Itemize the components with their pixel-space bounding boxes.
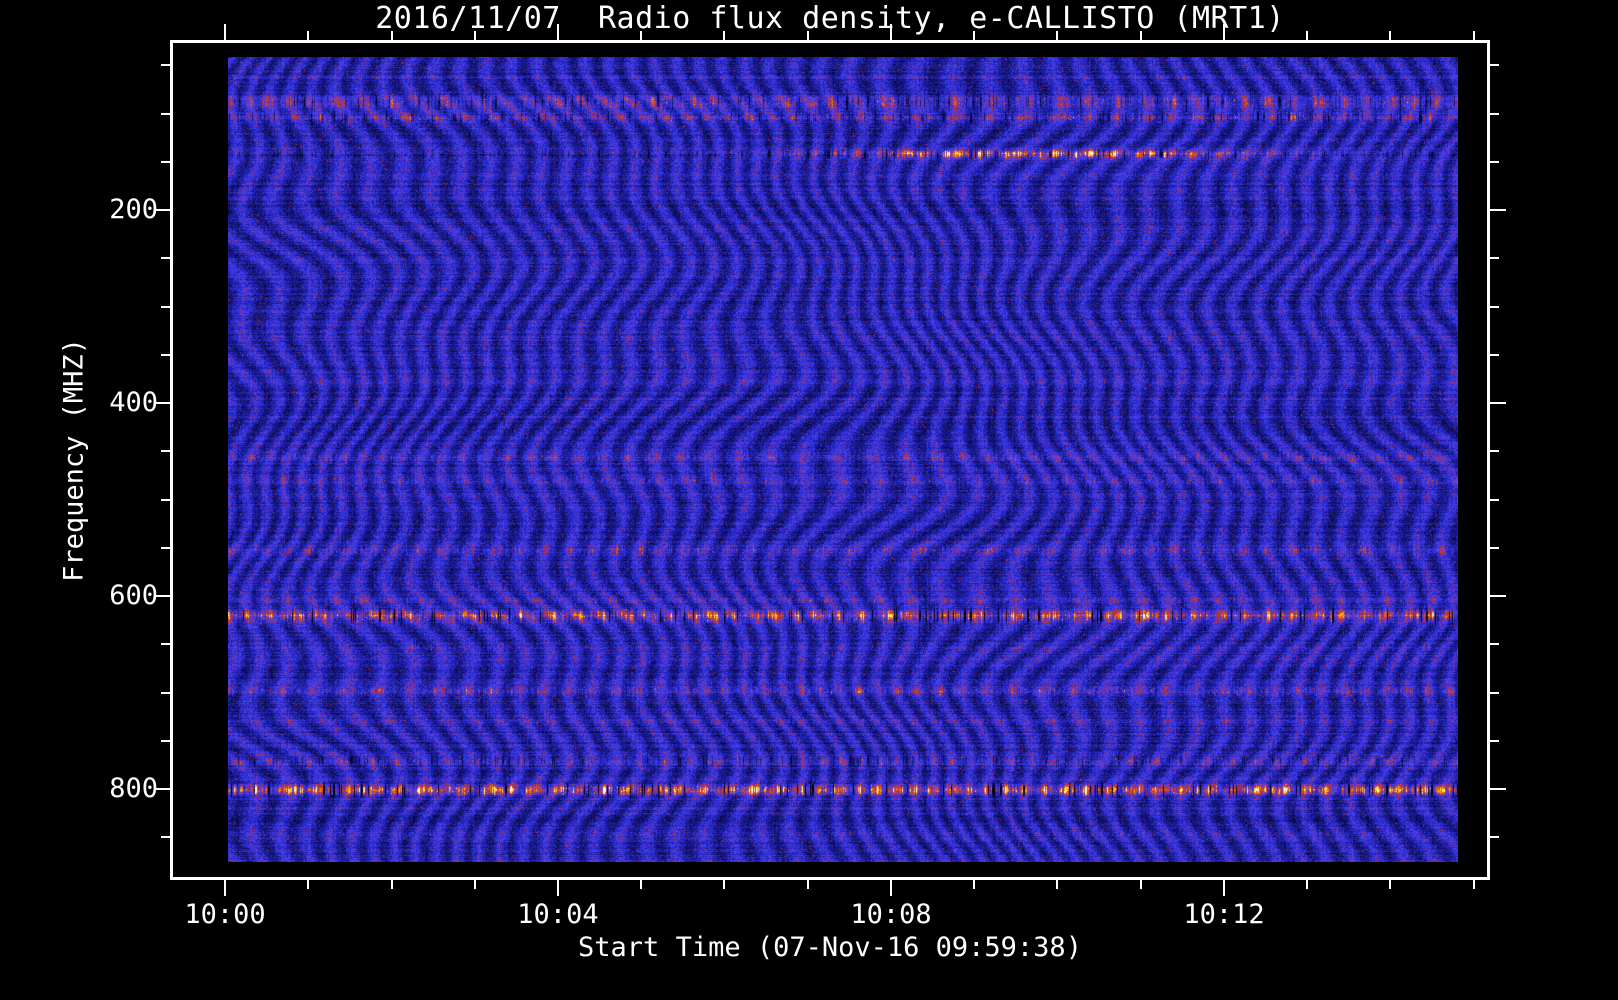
x-axis-minor-tick: [1306, 880, 1309, 889]
y-axis-minor-tick: [1490, 160, 1499, 163]
y-axis-major-tick: [1490, 402, 1506, 404]
y-tick-label: 600: [109, 579, 158, 611]
y-axis-minor-tick: [1490, 450, 1499, 453]
x-axis-major-tick: [224, 24, 227, 40]
y-axis-minor-tick: [161, 691, 170, 694]
x-axis-minor-tick: [973, 31, 976, 40]
y-axis-label: Frequency (MHZ): [58, 338, 90, 582]
x-axis-major-tick: [1222, 880, 1225, 896]
y-axis-minor-tick: [161, 112, 170, 115]
x-axis-major-tick: [1222, 24, 1225, 40]
x-axis-minor-tick: [307, 31, 310, 40]
x-axis-minor-tick: [1472, 31, 1475, 40]
y-axis-minor-tick: [1490, 546, 1499, 549]
y-axis-major-tick: [1490, 209, 1506, 212]
y-axis-minor-tick: [161, 498, 170, 501]
x-axis-minor-tick: [1056, 880, 1059, 889]
x-axis-major-tick: [224, 880, 227, 896]
y-axis-major-tick: [1490, 595, 1506, 597]
y-axis-minor-tick: [161, 643, 170, 646]
y-tick-label: 800: [109, 773, 158, 805]
spectrogram-canvas: [228, 57, 1458, 862]
x-axis-minor-tick: [723, 31, 726, 40]
y-axis-minor-tick: [161, 160, 170, 163]
y-axis-major-tick: [1490, 788, 1506, 790]
y-axis-minor-tick: [161, 305, 170, 308]
y-axis-major-tick: [154, 209, 170, 212]
x-axis-major-tick: [557, 24, 559, 40]
x-axis-minor-tick: [640, 880, 643, 889]
x-axis-minor-tick: [806, 880, 809, 889]
y-axis-major-tick: [154, 788, 170, 790]
y-axis-minor-tick: [1490, 498, 1499, 501]
y-axis-minor-tick: [161, 546, 170, 549]
x-axis-major-tick: [889, 24, 892, 40]
x-axis-minor-tick: [640, 31, 643, 40]
y-axis-minor-tick: [1490, 64, 1499, 67]
x-axis-minor-tick: [1306, 31, 1309, 40]
y-axis-minor-tick: [1490, 353, 1499, 356]
y-axis-minor-tick: [1490, 112, 1499, 115]
y-axis-major-tick: [154, 595, 170, 597]
x-axis-major-tick: [557, 880, 559, 896]
y-axis-minor-tick: [1490, 257, 1499, 260]
y-axis-minor-tick: [1490, 739, 1499, 742]
x-axis-minor-tick: [1472, 880, 1475, 889]
y-tick-label: 200: [109, 194, 158, 226]
x-axis-minor-tick: [723, 880, 726, 889]
x-axis-minor-tick: [473, 31, 476, 40]
x-axis-minor-tick: [1056, 31, 1059, 40]
x-axis-minor-tick: [307, 880, 310, 889]
y-axis-minor-tick: [1490, 643, 1499, 646]
plot-frame: [170, 40, 1490, 880]
x-axis-major-tick: [889, 880, 892, 896]
x-axis-minor-tick: [390, 880, 393, 889]
y-axis-minor-tick: [161, 64, 170, 67]
y-axis-minor-tick: [161, 450, 170, 453]
y-axis-minor-tick: [1490, 691, 1499, 694]
x-axis-minor-tick: [390, 31, 393, 40]
x-axis-minor-tick: [973, 880, 976, 889]
x-tick-label: 10:12: [1183, 899, 1265, 930]
x-tick-label: 10:00: [184, 899, 266, 930]
x-axis-label: Start Time (07-Nov-16 09:59:38): [578, 932, 1082, 963]
y-axis-minor-tick: [161, 739, 170, 742]
y-axis-minor-tick: [1490, 305, 1499, 308]
y-tick-label: 400: [109, 386, 158, 418]
y-axis-major-tick: [154, 402, 170, 404]
x-axis-minor-tick: [1139, 31, 1142, 40]
x-axis-minor-tick: [1389, 880, 1392, 889]
chart-title: 2016/11/07 Radio flux density, e-CALLIST…: [375, 1, 1285, 36]
x-axis-minor-tick: [1389, 31, 1392, 40]
y-axis-minor-tick: [161, 353, 170, 356]
x-axis-minor-tick: [473, 880, 476, 889]
y-axis-minor-tick: [161, 836, 170, 839]
x-tick-label: 10:04: [517, 899, 599, 930]
x-tick-label: 10:08: [850, 899, 932, 930]
x-axis-minor-tick: [1139, 880, 1142, 889]
y-axis-minor-tick: [1490, 836, 1499, 839]
x-axis-minor-tick: [806, 31, 809, 40]
y-axis-minor-tick: [161, 257, 170, 260]
